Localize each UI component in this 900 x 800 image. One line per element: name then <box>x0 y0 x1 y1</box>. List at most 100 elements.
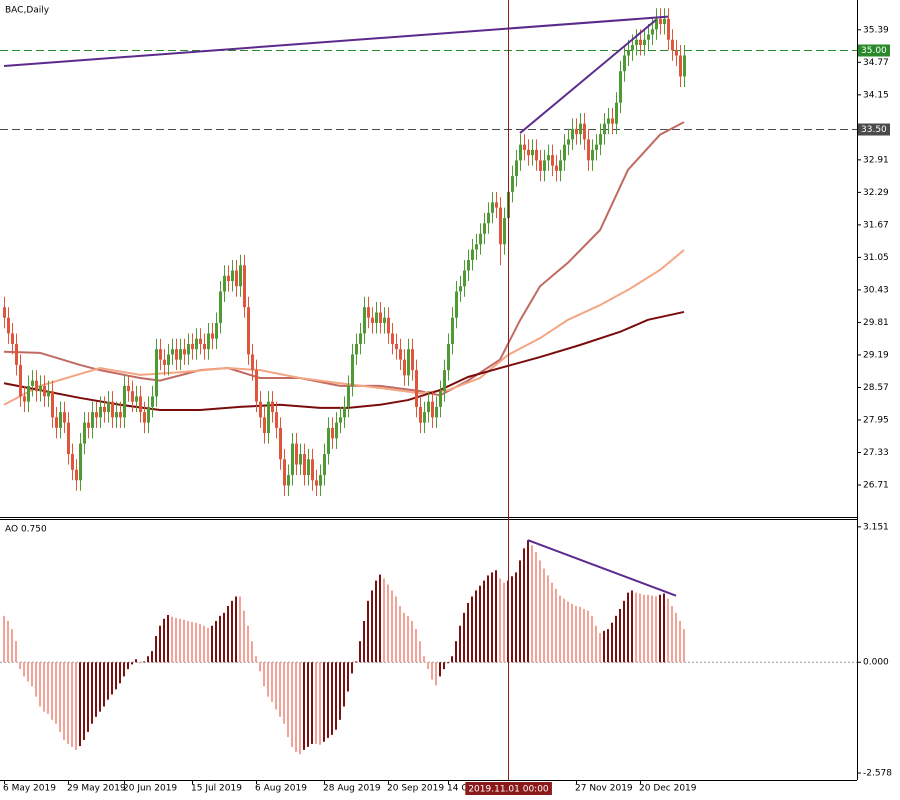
ao-bar <box>527 540 529 663</box>
candle-body <box>199 338 202 344</box>
ao-bar <box>99 662 101 712</box>
candle-body <box>655 18 658 30</box>
ao-bar <box>339 662 341 720</box>
y-tick-label: 30.43 <box>863 285 889 295</box>
candle-body <box>275 412 278 428</box>
ao-bar <box>11 629 13 663</box>
y-tick-label: 27.95 <box>863 415 889 425</box>
candle-body <box>631 45 634 51</box>
ao-bar <box>307 662 309 747</box>
ao-bar <box>155 636 157 663</box>
candle-body <box>395 343 398 350</box>
candle-body <box>59 412 62 428</box>
candle-body <box>391 333 394 344</box>
ao-bar <box>323 662 325 742</box>
ao-bar <box>439 662 441 677</box>
ao-bar <box>95 662 97 717</box>
candle-body <box>599 134 602 145</box>
ao-bar <box>203 625 205 663</box>
ao-bar <box>487 575 489 663</box>
candle-body <box>263 417 266 434</box>
candle-body <box>91 412 94 428</box>
ao-bar <box>171 616 173 663</box>
candle-body <box>647 34 650 40</box>
candle-body <box>155 349 158 397</box>
candle-body <box>683 55 686 77</box>
candle-body <box>163 359 166 365</box>
candle-body <box>167 354 170 365</box>
ao-bar <box>387 584 389 663</box>
indicator-panel <box>0 539 857 755</box>
candle-body <box>55 417 58 428</box>
ao-bar <box>243 610 245 663</box>
candle-body <box>151 396 154 407</box>
candle-body <box>527 149 530 156</box>
ao-bar <box>503 582 505 663</box>
candle-body <box>191 343 194 350</box>
ao-bar <box>151 651 153 663</box>
x-tick-label: 27 Nov 2019 <box>575 784 633 794</box>
ao-bar <box>119 662 121 684</box>
candle-body <box>603 123 606 135</box>
candle-body <box>15 343 18 365</box>
ao-bar <box>351 662 353 674</box>
candle-body <box>211 333 214 339</box>
candle-body <box>107 401 110 413</box>
candle-body <box>663 18 666 25</box>
ao-bar <box>79 662 81 747</box>
candle-body <box>471 249 474 261</box>
ao-bar <box>75 662 77 750</box>
candle-body <box>259 401 262 418</box>
ao-bar <box>383 578 385 663</box>
y-tick-label: 3.151 <box>863 522 889 532</box>
candle-body <box>363 307 366 334</box>
ao-bar <box>167 614 169 663</box>
ao-bar <box>287 662 289 738</box>
ao-bar <box>215 620 217 663</box>
candle-body <box>283 459 286 486</box>
crosshair-label-box <box>465 782 552 795</box>
candle-body <box>567 139 570 145</box>
candle-body <box>135 396 138 402</box>
candle-body <box>499 207 502 245</box>
candle-body <box>335 422 338 439</box>
candle-body <box>43 385 46 397</box>
candle-body <box>343 406 346 418</box>
x-tick-label: 6 May 2019 <box>3 784 56 794</box>
ao-bar <box>279 662 281 717</box>
ao-bar <box>411 620 413 663</box>
candle-body <box>595 144 598 150</box>
candle-body <box>651 29 654 35</box>
ao-bar <box>679 620 681 663</box>
y-tick-label: 28.57 <box>863 383 889 393</box>
level-label-box <box>858 44 890 57</box>
ao-bar <box>55 662 57 724</box>
candle-body <box>143 412 146 423</box>
candle-body <box>315 480 318 486</box>
ao-bar <box>331 662 333 735</box>
ao-bar <box>263 662 265 687</box>
ao-bar <box>563 598 565 663</box>
candle-body <box>355 343 358 355</box>
ao-bar <box>135 659 137 663</box>
moving-average <box>3 121 685 397</box>
candle-body <box>307 459 310 476</box>
moving-average <box>3 249 685 406</box>
ao-bar <box>579 606 581 663</box>
ao-bar <box>459 625 461 663</box>
candle-body <box>463 270 466 287</box>
candle-body <box>339 417 342 423</box>
ao-bar <box>495 570 497 663</box>
ao-bar <box>67 662 69 744</box>
candle-body <box>71 454 74 470</box>
candle-body <box>623 55 626 72</box>
candle-body <box>591 149 594 161</box>
candle-body <box>387 317 390 334</box>
ao-bar <box>19 662 21 670</box>
candle-body <box>247 307 250 355</box>
ao-bar <box>359 641 361 663</box>
ao-bar <box>675 612 677 663</box>
ao-bar <box>35 662 37 697</box>
trend-line <box>527 539 677 597</box>
candle-body <box>147 406 150 423</box>
